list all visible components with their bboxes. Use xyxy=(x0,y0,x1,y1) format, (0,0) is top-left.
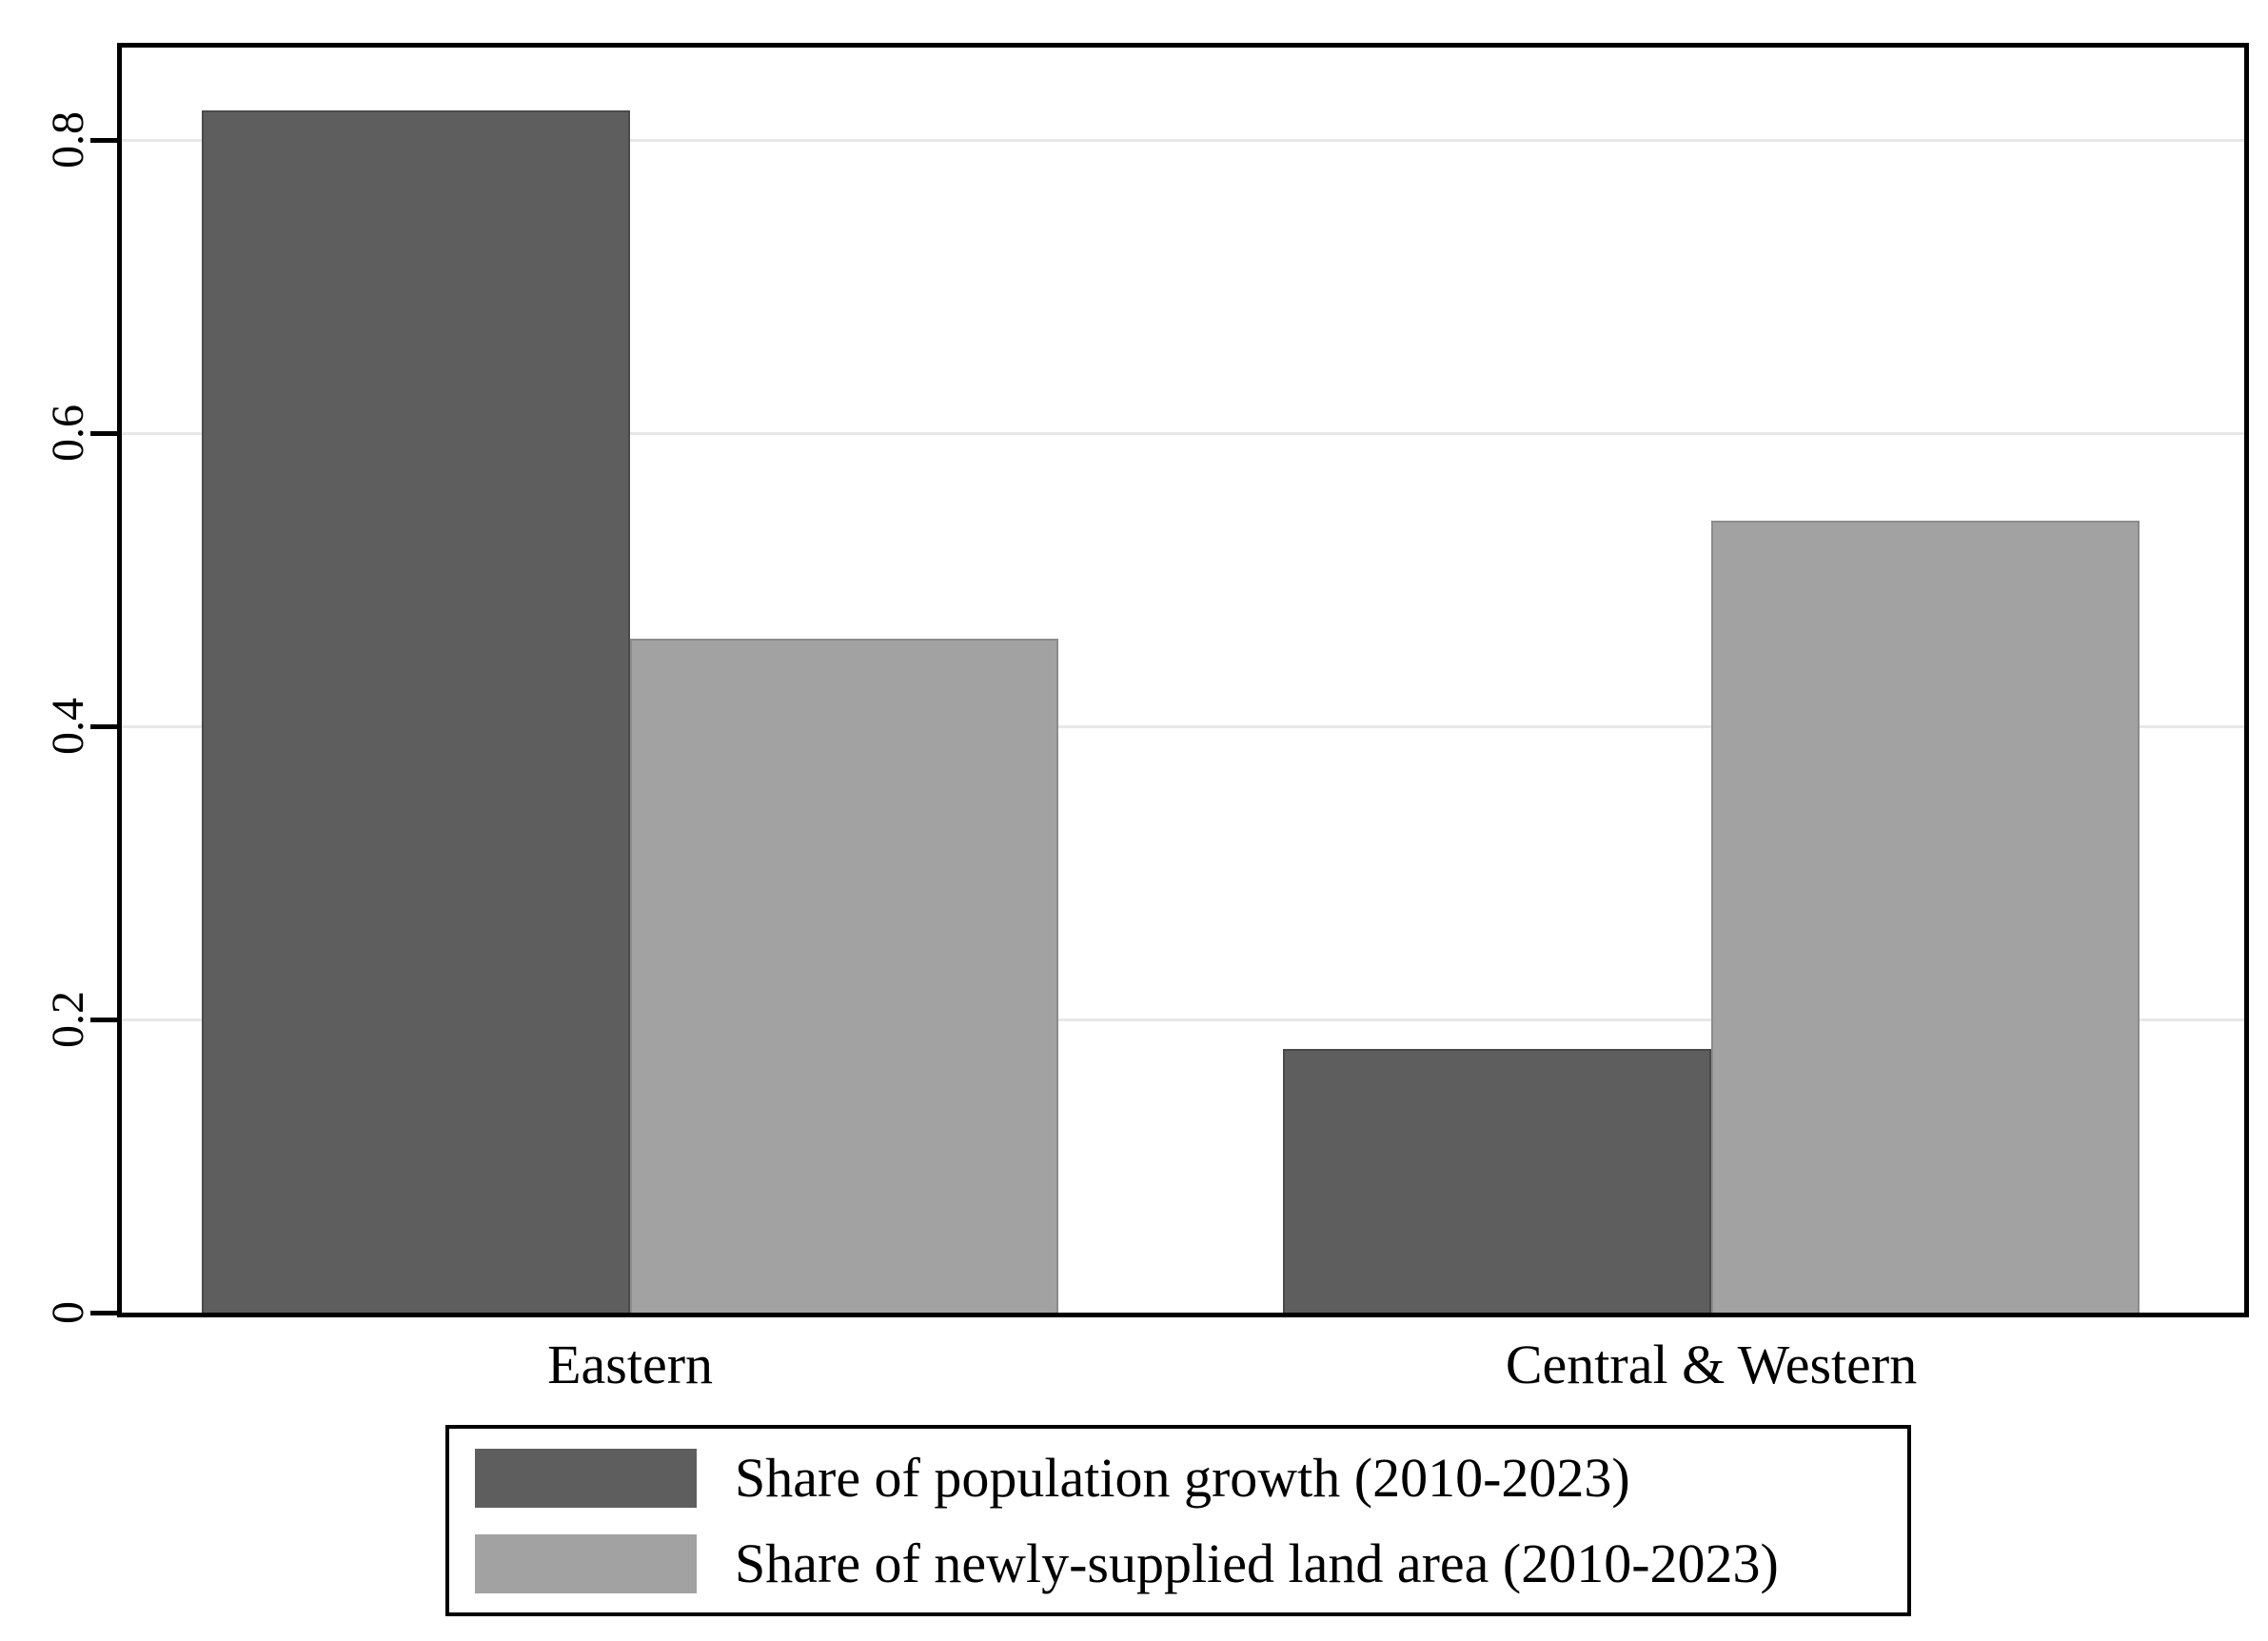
gridline-y-0.4 xyxy=(122,724,2244,728)
bar-eastern-share-of-population-growth-201 xyxy=(202,110,631,1313)
y-axis-tick-0.8 xyxy=(90,137,117,143)
legend-swatch-share-of-population-growth-201 xyxy=(475,1448,697,1508)
legend-label-share-of-newly-supplied-land-a: Share of newly-supplied land area (2010-… xyxy=(735,1532,1779,1594)
y-axis-tick-0.4 xyxy=(90,723,117,729)
category-label-eastern: Eastern xyxy=(547,1334,714,1395)
bar-central-western-share-of-newly-supplied-land-a xyxy=(1711,521,2140,1313)
gridline-y-0.6 xyxy=(122,431,2244,435)
gridline-y-0.8 xyxy=(122,138,2244,142)
plot-area xyxy=(117,43,2249,1317)
category-label-central-western: Central & Western xyxy=(1505,1334,1918,1395)
legend-box: Share of population growth (2010-2023) Sh… xyxy=(445,1425,1911,1616)
gridline-y-0.2 xyxy=(122,1018,2244,1021)
legend-swatch-share-of-newly-supplied-land-a xyxy=(475,1533,697,1593)
y-axis-tick-label-0.2: 0.2 xyxy=(43,991,93,1048)
legend-row-share-of-population-growth-201: Share of population growth (2010-2023) xyxy=(475,1446,1907,1509)
bar-central-western-share-of-population-growth-201 xyxy=(1283,1048,1712,1313)
y-axis-tick-0.2 xyxy=(90,1017,117,1022)
y-axis-tick-label-0: 0 xyxy=(43,1301,93,1324)
y-axis-tick-label-0.8: 0.8 xyxy=(43,111,93,169)
y-axis-tick-0.6 xyxy=(90,430,117,436)
legend-row-share-of-newly-supplied-land-a: Share of newly-supplied land area (2010-… xyxy=(475,1532,1907,1594)
y-axis-tick-label-0.6: 0.6 xyxy=(43,405,93,462)
bar-eastern-share-of-newly-supplied-land-a xyxy=(630,638,1059,1313)
y-axis-tick-label-0.4: 0.4 xyxy=(43,698,93,755)
y-axis-tick-0 xyxy=(90,1310,117,1315)
legend-label-share-of-population-growth-201: Share of population growth (2010-2023) xyxy=(735,1446,1630,1509)
